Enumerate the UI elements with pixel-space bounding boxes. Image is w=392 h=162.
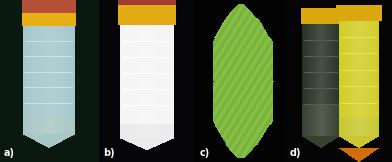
Text: c): c) — [200, 148, 210, 158]
Text: d): d) — [290, 148, 301, 158]
Text: b): b) — [103, 148, 114, 158]
Text: a): a) — [4, 148, 15, 158]
